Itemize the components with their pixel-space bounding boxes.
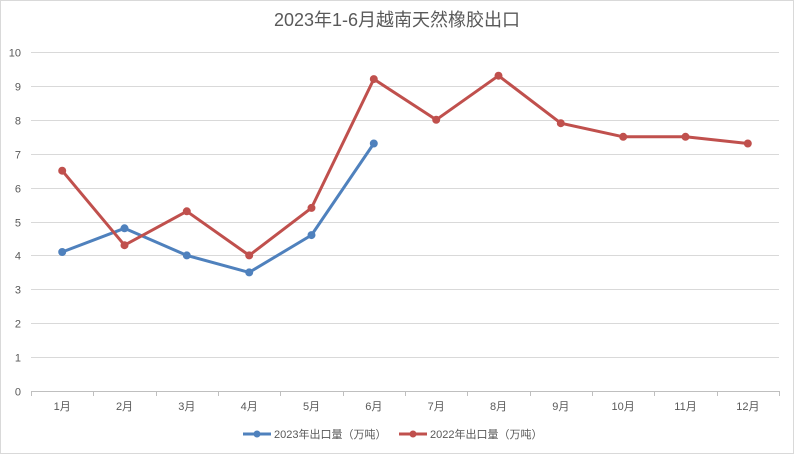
gridlines [31,52,779,358]
series-1 [58,71,752,260]
legend-swatch-marker [409,430,417,438]
data-point [556,119,565,128]
axes: 0 1 2 3 4 5 6 7 8 9 10 1月 2月 3月 4月 5月 6月 7月 8月 9月 10月 11月 12月 [9,48,780,413]
y-tick-label: 10 [9,48,21,60]
data-point [307,203,316,212]
x-tick-label: 2月 [116,401,133,413]
data-point [245,251,254,260]
legend-item: 2022年出口量（万吨） [399,427,542,441]
x-tick-label: 5月 [303,401,320,413]
x-tick-label: 4月 [241,401,258,413]
data-point [182,251,191,260]
x-tick-label: 10月 [612,401,635,413]
series-line [60,74,750,257]
legend: 2023年出口量（万吨） 2022年出口量（万吨） [243,427,542,441]
data-point [619,132,628,141]
y-tick-label: 2 [15,319,21,331]
data-point [120,224,129,233]
data-point [369,139,378,148]
y-tick-label: 7 [15,150,21,162]
x-tick-label: 8月 [490,401,507,413]
data-point [494,71,503,80]
data-point [369,75,378,84]
x-tick-label: 1月 [54,401,71,413]
data-point [307,231,316,240]
x-tick-label: 3月 [178,401,195,413]
y-tick-label: 6 [15,184,21,196]
data-point [58,248,67,256]
chart-title: 2023年1-6月越南天然橡胶出口 [274,10,520,30]
legend-label: 2022年出口量（万吨） [430,427,542,441]
legend-label: 2023年出口量（万吨） [274,427,386,441]
legend-item: 2023年出口量（万吨） [243,427,386,441]
data-point [58,166,67,175]
x-tick-label: 7月 [428,401,445,413]
x-tick-label: 6月 [365,401,382,413]
x-tick-label: 12月 [736,401,759,413]
data-point [432,115,441,124]
data-point [681,132,690,141]
series-line [60,142,376,274]
data-point [743,139,752,148]
data-point [245,268,254,277]
data-point [182,207,191,216]
y-tick-label: 0 [15,387,21,399]
x-tick-label: 9月 [552,401,569,413]
y-tick-label: 9 [15,82,21,94]
y-tick-label: 8 [15,116,21,128]
y-tick-label: 1 [15,353,21,365]
y-tick-label: 3 [15,285,21,297]
series-layer [58,71,752,277]
x-tick-label: 11月 [674,401,696,413]
y-tick-label: 4 [15,251,21,263]
y-tick-label: 5 [15,218,21,230]
legend-swatch-marker [253,430,261,438]
data-point [120,241,129,250]
